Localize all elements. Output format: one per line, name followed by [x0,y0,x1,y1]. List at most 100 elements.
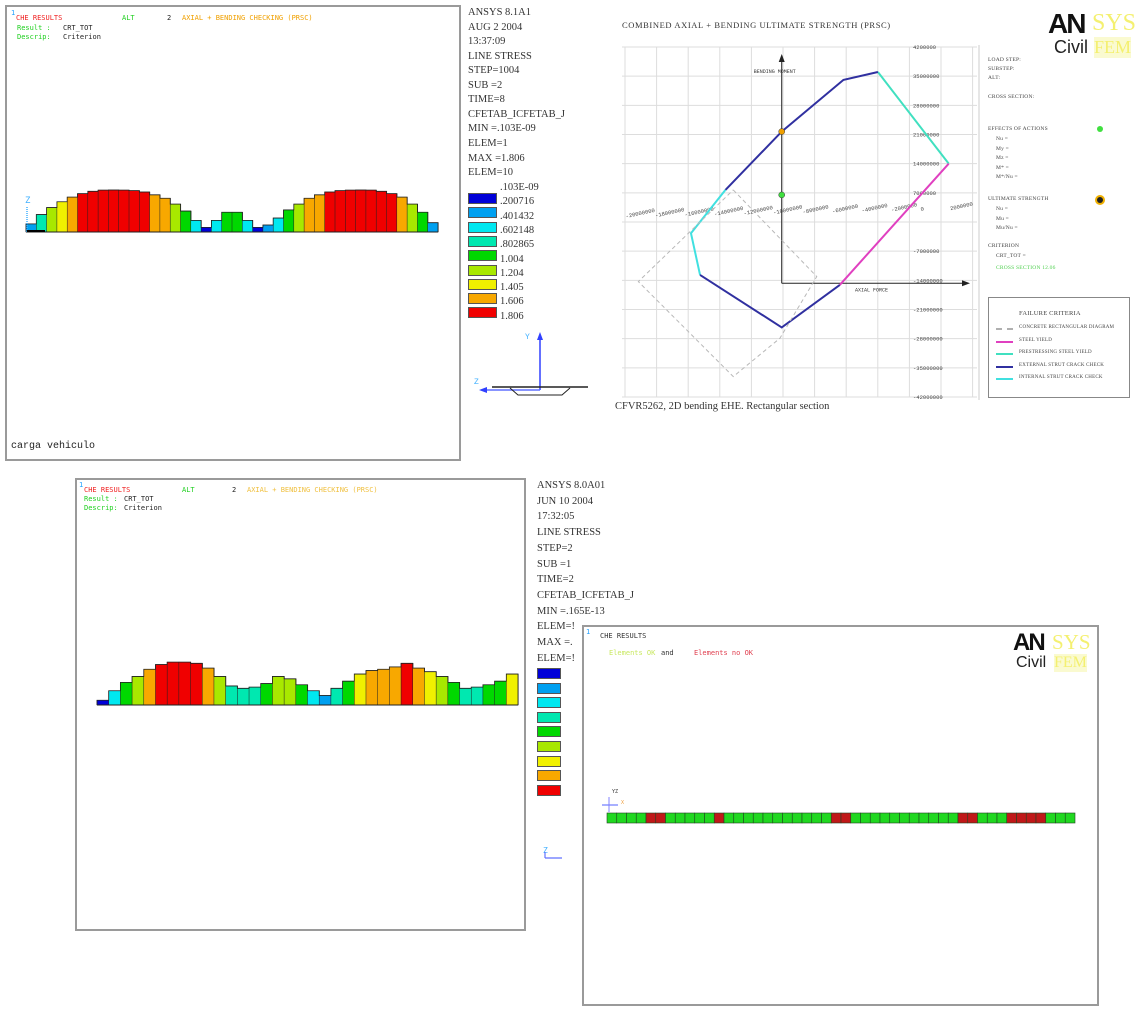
check-name: AXIAL + BENDING CHECKING (PRSC) [182,14,313,22]
series-line [699,274,841,329]
info-line: TIME=8 [468,94,505,106]
y-tick-label: 4200000 [913,44,936,51]
element-ok [616,812,627,824]
element-status-beam [602,797,1076,824]
element-ok [850,812,861,824]
element-ok [821,812,832,824]
x-axis-label: AXIAL FORCE [855,287,888,293]
element-ok [928,812,939,824]
info-line: AUG 2 2004 [468,21,523,33]
info-line: ELEM=1 [468,137,508,149]
element-ok [1045,812,1056,824]
info-line: JUN 10 2004 [537,495,594,507]
legend-swatch [537,770,561,782]
info-line: ELEM=! [537,652,575,664]
element-no-ok [713,812,725,824]
y-arrow-head-icon [537,332,543,340]
legend-swatch [468,278,497,290]
info-line: TIME=2 [537,574,574,586]
info-line: SUB =2 [468,79,503,91]
result-value: CRT_TOT [63,24,93,32]
failure-swatch [996,378,1013,380]
x-tick-label: -16000000 [684,206,715,219]
element-ok [635,812,647,824]
effects-line: My = [996,145,1009,152]
legend-swatch [468,207,497,219]
element-ok [674,812,686,824]
window-number: 1 [586,628,591,636]
alt-number: 2 [167,14,172,22]
legend-label: 1.204 [500,267,524,279]
series-line [839,162,950,286]
chart-title: COMBINED AXIAL + BENDING ULTIMATE STRENG… [622,20,891,30]
element-ok [899,812,910,824]
alt-label: ALT [182,486,195,494]
y-tick-label: -7000000 [913,248,939,255]
failure-label: CONCRETE RECTANGULAR DIAGRAM [1019,325,1115,330]
effects-line: M* = [996,164,1009,171]
legend-swatch [468,193,497,204]
element-ok [918,812,930,824]
element-ok [996,812,1008,824]
y-tick-label: 14000000 [913,161,939,168]
logo-an: AN [1048,8,1086,39]
element-ok [947,812,959,824]
y-tick-label: -35000000 [913,365,943,372]
element-ok [1055,812,1066,824]
element-ok [879,812,891,824]
element-ok [801,812,813,824]
x-tick-label: -20000000 [625,207,656,220]
legend-swatch [468,264,497,276]
triad-x-label: X [621,800,625,806]
failure-label: STEEL YIELD [1019,337,1053,343]
logo-sys: SYS [1092,10,1137,36]
legend-swatch [537,668,561,679]
triad-x-label: X [44,222,49,231]
bottom-triad-z-label: Z [543,846,548,855]
failure-swatch [996,365,1013,368]
side-criterion-title: CRITERION [988,243,1020,249]
and-label: and [661,649,674,657]
x-tick-label: -8000000 [802,203,829,215]
element-no-ok [645,812,657,824]
y-axis-label: BENDING MOMENT [754,69,796,75]
element-ok [938,812,949,824]
element-ok [860,812,871,824]
triad-z-label: Z [25,196,31,206]
side-load-step: LOAD STEP: [988,57,1022,63]
info-line: MIN =.165E-13 [537,605,605,617]
legend-label: 1.606 [500,296,524,308]
element-ok [869,812,881,824]
info-line: CFETAB_ICFETAB_J [537,589,634,601]
element-ok [704,812,715,824]
side-alt: ALT: [988,75,1001,81]
info-line: MAX =1.806 [468,152,525,164]
legend-swatch [537,784,561,796]
legend-swatch [468,293,497,305]
load-case-caption: carga vehiculo [11,441,96,452]
effects-line: M*/Nu = [996,174,1018,180]
series-line [689,189,727,276]
check-name: AXIAL + BENDING CHECKING (PRSC) [247,486,378,494]
element-ok [772,812,783,824]
logo-sys: SYS [1052,630,1091,654]
alt-number: 2 [232,486,237,494]
legend-swatch [468,307,497,319]
triad-y-label: Y [525,333,530,342]
info-line: ANSYS 8.0A01 [537,480,606,491]
plot-title: CHE RESULTS [84,486,131,494]
alt-label: ALT [122,14,135,22]
info-line: MIN =.103E-09 [468,123,536,135]
info-line: LINE STRESS [468,50,532,62]
element-no-ok [957,812,969,824]
side-section-result: CROSS SECTION 12.06 [996,265,1056,271]
ansys-civilfem-logo: AN SYS Civil FEM [1048,8,1141,63]
x-tick-label: -6000000 [831,203,858,215]
info-line: SUB =1 [537,558,572,570]
legend-label: .401432 [500,210,535,222]
y-tick-label: 21000000 [913,132,939,139]
element-ok [986,812,998,824]
element-ok [811,812,822,824]
result-label: Result : [84,495,118,503]
legend-label: 1.806 [500,310,524,322]
